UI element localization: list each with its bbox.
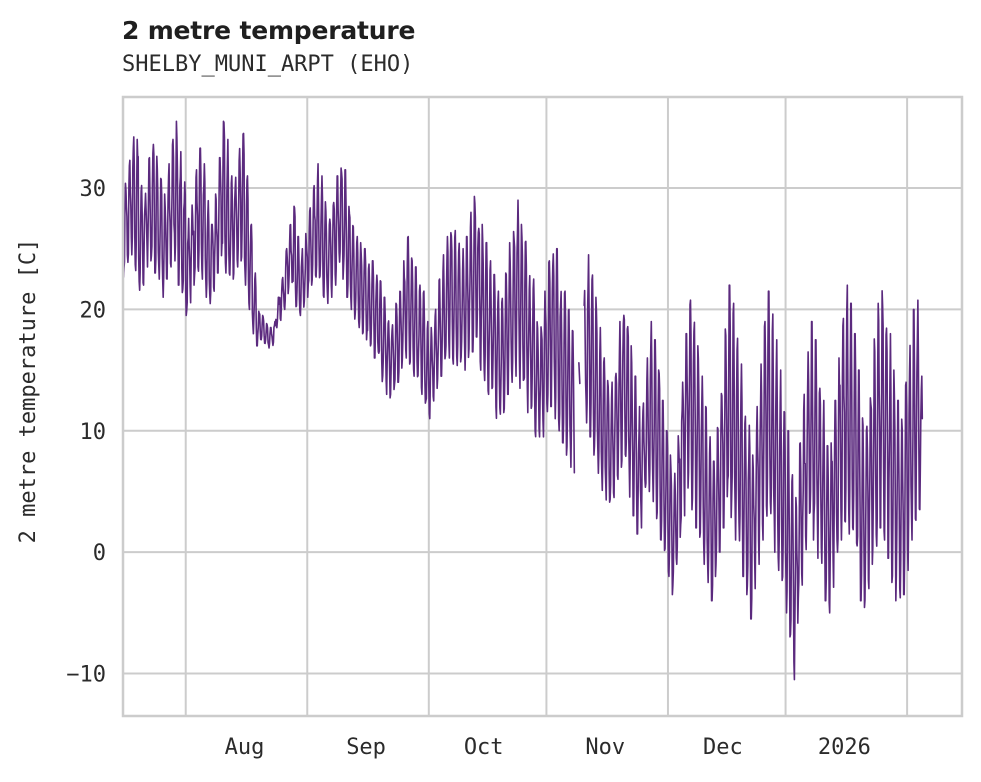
x-tick-label: Aug [225, 735, 265, 760]
series-line [583, 253, 924, 681]
y-tick-label: 0 [93, 541, 106, 566]
temperature-series [122, 120, 924, 681]
x-tick-label: Oct [464, 735, 504, 760]
x-tick-labels: Aug Sep Oct Nov Dec 2026 [225, 735, 871, 760]
x-tick-label: 2026 [818, 735, 871, 760]
y-tick-labels: −10 0 10 20 30 [66, 177, 106, 687]
plot-border [121, 95, 964, 718]
series-line [578, 362, 581, 385]
y-tick-label: 20 [80, 298, 107, 323]
chart-title: 2 metre temperature [122, 16, 416, 45]
y-tick-label: −10 [66, 663, 106, 688]
series-line [122, 120, 576, 474]
y-tick-label: 30 [80, 177, 107, 202]
y-tick-label: 10 [80, 420, 107, 445]
x-tick-label: Dec [703, 735, 743, 760]
x-tick-label: Nov [585, 735, 625, 760]
chart-subtitle: SHELBY_MUNI_ARPT (EHO) [122, 52, 414, 77]
x-tick-label: Sep [346, 735, 386, 760]
